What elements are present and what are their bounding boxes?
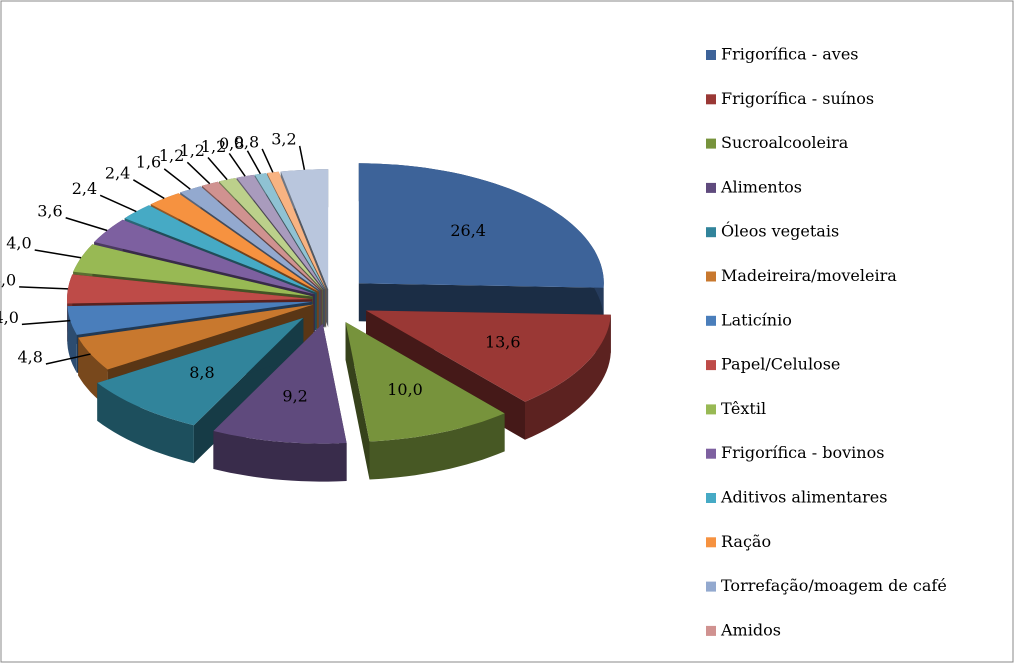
- slice: [345, 322, 505, 480]
- legend-swatch: [706, 360, 716, 371]
- leader-line: [21, 319, 71, 326]
- legend-swatch: [706, 227, 716, 238]
- slice-top: [345, 322, 505, 442]
- leader-line: [19, 286, 68, 290]
- legend-label: Frigorífica - bovinos: [721, 443, 884, 462]
- data-label: 0,8: [234, 132, 259, 151]
- leader-line: [207, 157, 228, 181]
- data-label: 9,2: [282, 386, 307, 405]
- data-label: 3,2: [271, 129, 296, 148]
- data-label: 26,4: [450, 221, 486, 240]
- legend-swatch: [706, 138, 716, 149]
- data-label: 1,2: [180, 141, 205, 160]
- legend-swatch: [706, 537, 716, 548]
- leader-line: [298, 145, 306, 170]
- slice-top: [201, 181, 322, 291]
- legend-label: Frigorífica - suínos: [721, 89, 874, 108]
- slice-top: [124, 205, 317, 293]
- leader-line: [99, 194, 137, 213]
- leader-line: [132, 179, 165, 200]
- slice-wall: [525, 314, 611, 440]
- legend-label: Frigorífica - aves: [721, 45, 859, 64]
- legend-label: Óleos vegetais: [721, 221, 839, 241]
- leader-line: [261, 148, 274, 173]
- slice-wall: [67, 306, 77, 373]
- data-label: 4,8: [17, 347, 42, 366]
- data-label: 4,0: [0, 308, 19, 327]
- slice-top: [78, 304, 314, 370]
- legend-label: Ração: [721, 532, 771, 551]
- leader-line: [163, 168, 191, 190]
- leader-line: [65, 217, 108, 232]
- data-label: 2,4: [105, 163, 130, 182]
- legend-label: Amidos: [720, 620, 781, 639]
- data-label: 4,0: [6, 234, 31, 253]
- data-label: 13,6: [485, 332, 521, 351]
- legend-label: Laticínio: [721, 310, 792, 329]
- slice-side: [345, 322, 370, 480]
- slice-wall: [213, 431, 347, 482]
- legend-label: Aditivos alimentares: [720, 488, 887, 507]
- leader-line: [228, 153, 246, 177]
- slice-top: [97, 317, 304, 426]
- slice-top: [67, 274, 313, 304]
- data-label: 3,6: [37, 201, 62, 220]
- slice-top: [94, 219, 315, 295]
- leader-line: [45, 353, 91, 365]
- slice-top: [73, 244, 313, 297]
- slice-top: [366, 310, 611, 402]
- leader-line: [186, 161, 211, 185]
- slice-top: [358, 163, 604, 288]
- slice-top: [254, 173, 326, 290]
- slice-top: [150, 193, 319, 292]
- legend-swatch: [706, 315, 716, 326]
- leader-line: [246, 150, 262, 175]
- legend-swatch: [706, 271, 716, 282]
- data-label: 10,0: [387, 380, 423, 399]
- slice-top: [280, 169, 329, 290]
- slice: [366, 310, 611, 440]
- data-label: 1,6: [136, 152, 161, 171]
- legend-swatch: [706, 581, 716, 592]
- leader-line: [34, 249, 82, 259]
- slice-wall: [369, 413, 505, 480]
- legend-label: Papel/Celulose: [721, 355, 840, 374]
- legend-swatch: [706, 94, 716, 105]
- data-label: 1,2: [159, 146, 184, 165]
- legend-label: Madeireira/moveleira: [721, 266, 897, 285]
- legend-label: Sucroalcooleira: [721, 133, 849, 152]
- slice-top: [267, 171, 327, 290]
- data-label: 2,4: [72, 179, 97, 198]
- slice-top: [213, 323, 347, 444]
- data-label: 8,8: [189, 363, 214, 382]
- slice-top: [180, 186, 321, 291]
- legend-label: Têxtil: [721, 399, 766, 418]
- slice-wall: [97, 382, 194, 464]
- legend-swatch: [706, 625, 716, 636]
- legend-swatch: [706, 50, 716, 60]
- slice-top: [236, 174, 325, 290]
- slice: [213, 323, 347, 482]
- slice-top: [67, 301, 313, 335]
- slice-top: [219, 178, 323, 291]
- data-label: 4,0: [0, 270, 16, 289]
- legend-swatch: [706, 448, 716, 459]
- legend-swatch: [706, 182, 716, 193]
- legend-swatch: [706, 493, 716, 503]
- data-label: 0,8: [219, 134, 244, 153]
- legend-label: Alimentos: [720, 177, 802, 196]
- legend-label: Torrefação/moagem de café: [721, 576, 947, 595]
- legend-swatch: [706, 404, 716, 415]
- data-label: 1,2: [201, 137, 226, 156]
